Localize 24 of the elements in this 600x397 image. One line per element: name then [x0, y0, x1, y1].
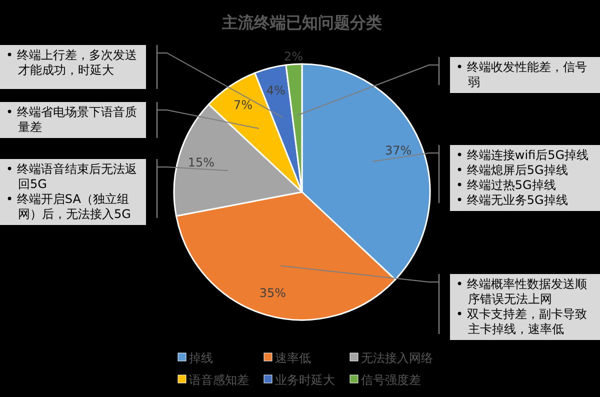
legend-label: 语音感知差: [189, 373, 249, 387]
text: • 终端连接wifi后5G掉线: [455, 148, 590, 163]
text: • 终端过热5G掉线: [455, 178, 557, 193]
text: • 终端概率性数据发送顺序错误无法上网: [455, 277, 588, 307]
text: • 终端语音结束后无法返回5G: [5, 162, 138, 192]
text: • 终端熄屏后5G掉线: [455, 163, 569, 178]
text: • 终端省电场景下语音质量差: [5, 105, 138, 135]
text: • 终端开启SA（独立组网）后，无法接入5G: [5, 192, 132, 222]
text: • 终端收发性能差，信号弱: [455, 60, 588, 90]
data-label: 15%: [188, 156, 215, 170]
data-label: 37%: [384, 143, 412, 158]
data-label: 4%: [266, 83, 286, 98]
text: • 终端上行差，多次发送才能成功，时延大: [5, 48, 138, 78]
text: • 终端无业务5G掉线: [455, 193, 569, 208]
text: • 双卡支持差，副卡导致主卡掉线，速率低: [455, 307, 588, 337]
data-label: 35%: [259, 286, 286, 300]
legend-label: 掉线: [189, 351, 213, 365]
legend-label: 信号强度差: [361, 373, 421, 387]
chart-title: 主流终端已知问题分类: [221, 13, 382, 32]
data-label: 2%: [284, 50, 304, 64]
data-label: 7%: [233, 98, 253, 112]
legend-label: 无法接入网络: [361, 351, 433, 365]
legend-label: 业务时延大: [275, 373, 335, 387]
legend-label: 速率低: [275, 351, 311, 365]
